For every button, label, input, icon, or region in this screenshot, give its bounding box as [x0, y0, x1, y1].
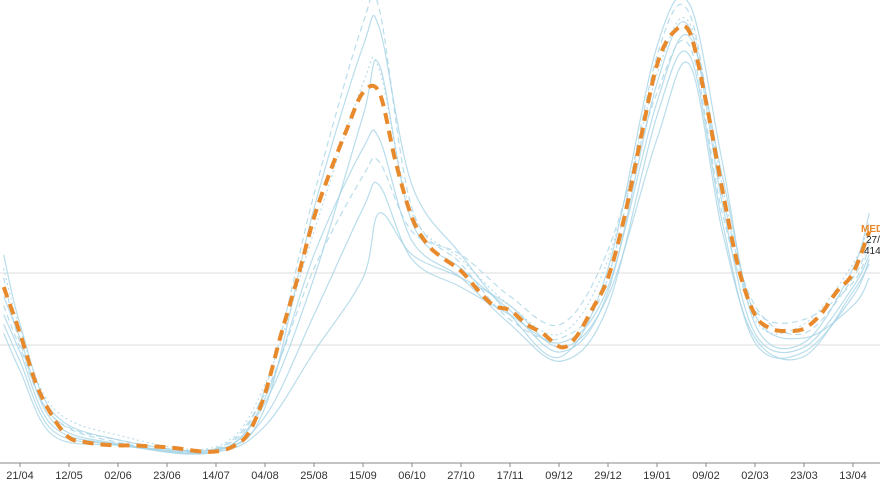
x-tick-label: 21/04: [6, 470, 34, 482]
x-tick-label: 04/08: [251, 470, 279, 482]
background-series-line: [3, 39, 870, 452]
gridlines: [0, 272, 880, 346]
x-tick-label: 19/01: [643, 470, 671, 482]
x-tick-label: 06/10: [398, 470, 426, 482]
x-tick-label: 27/10: [447, 470, 475, 482]
x-tick-label: 02/03: [741, 470, 769, 482]
x-tick-label: 29/12: [594, 470, 622, 482]
background-series-line: [3, 16, 870, 451]
background-series-line: [3, 0, 870, 452]
x-tick-label: 14/07: [202, 470, 230, 482]
annotation-date: 27/: [866, 235, 880, 246]
highlight-series-group: [1, 23, 872, 454]
x-tick-label: 02/06: [104, 470, 132, 482]
x-tick-label: 25/08: [300, 470, 328, 482]
background-series-group: [3, 0, 870, 455]
x-tick-label: 12/05: [55, 470, 83, 482]
annotation-value: 414: [864, 246, 880, 257]
x-tick-label: 15/09: [349, 470, 377, 482]
x-tick-label: 23/06: [153, 470, 181, 482]
background-series-line: [3, 34, 870, 453]
x-tick-label: 09/12: [545, 470, 573, 482]
x-tick-label: 09/02: [692, 470, 720, 482]
x-tick-label: 13/04: [839, 470, 867, 482]
background-series-line: [3, 61, 870, 454]
series-annotation: MED 27/ 414: [861, 224, 880, 257]
x-axis-ticks: 21/04 12/05 02/06 23/06 14/07 04/08 25/08 15/09…: [6, 463, 867, 482]
annotation-series-name: MED: [861, 224, 880, 235]
x-tick-label: 23/03: [790, 470, 818, 482]
highlight-series-line: [1, 23, 872, 454]
x-tick-label: 17/11: [497, 470, 524, 482]
background-series-line: [3, 21, 870, 455]
